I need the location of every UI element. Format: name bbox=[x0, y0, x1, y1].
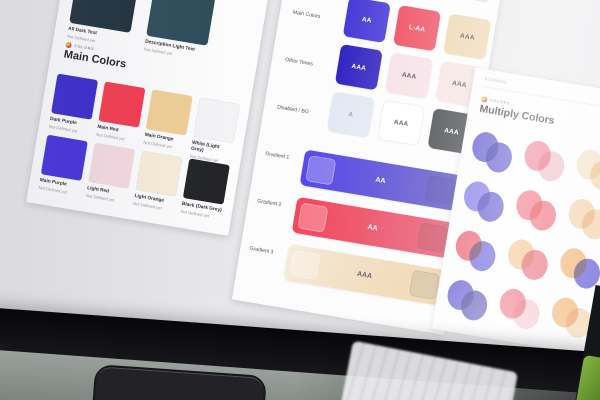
gradient-stop-chip[interactable] bbox=[297, 202, 329, 233]
main-colors-board: All Dark Text Not Defined yet Descriptio… bbox=[26, 0, 277, 236]
multiply-pair[interactable] bbox=[444, 278, 494, 325]
page-title: Multiply Colors bbox=[478, 102, 556, 128]
color-swatch[interactable] bbox=[51, 73, 99, 120]
text-color-swatch-block: Description Light Text Not Defined yet bbox=[143, 0, 216, 62]
multiply-grid bbox=[442, 130, 600, 352]
multiply-pair[interactable] bbox=[504, 237, 554, 285]
multiply-pair[interactable] bbox=[573, 147, 600, 195]
board-caption: 03 Multiply bbox=[484, 76, 507, 85]
color-swatch[interactable] bbox=[193, 97, 241, 144]
multiply-pair[interactable] bbox=[496, 286, 546, 334]
contrast-swatch[interactable]: AAA bbox=[443, 13, 492, 60]
gradient-stop-chip[interactable] bbox=[424, 175, 456, 206]
contrast-swatch[interactable]: A bbox=[326, 91, 375, 138]
contrast-swatch[interactable]: AAA bbox=[334, 43, 383, 91]
color-swatch[interactable] bbox=[135, 150, 183, 197]
color-swatch[interactable] bbox=[146, 0, 216, 46]
multiply-pair[interactable] bbox=[556, 246, 600, 293]
swatch-block: Dark Purple Not Defined yet bbox=[47, 73, 99, 142]
color-swatch[interactable] bbox=[182, 158, 230, 205]
palette-icon bbox=[65, 41, 72, 49]
multiply-pair[interactable] bbox=[521, 138, 571, 186]
swatch-block: White (Light Grey) Not Defined yet bbox=[189, 97, 241, 165]
swatch-block: Main Orange Not Defined yet bbox=[142, 89, 193, 157]
color-swatch[interactable] bbox=[40, 134, 88, 181]
row-label: Disabled / BG bbox=[276, 104, 310, 116]
multiply-pair[interactable] bbox=[565, 196, 600, 244]
row-label: Main Colors bbox=[292, 9, 321, 21]
color-swatch[interactable] bbox=[88, 142, 136, 189]
gradient-stop-chip[interactable] bbox=[289, 249, 321, 281]
text-color-swatch-block: All Dark Text Not Defined yet bbox=[66, 0, 139, 49]
palette-icon bbox=[480, 95, 488, 103]
contrast-swatch[interactable]: AAA bbox=[377, 99, 426, 147]
row-label: Other Tones bbox=[284, 56, 314, 68]
contrast-label: AA bbox=[366, 223, 379, 232]
multiply-pair[interactable] bbox=[512, 188, 562, 235]
multiply-pair[interactable] bbox=[452, 228, 502, 276]
swatch-block: Main Red Not Defined yet bbox=[95, 81, 146, 149]
multiply-pair[interactable] bbox=[460, 179, 510, 227]
multiply-pair[interactable] bbox=[468, 130, 518, 177]
contrast-swatch[interactable]: L-AA bbox=[393, 5, 442, 52]
contrast-label: AA bbox=[374, 175, 387, 185]
swatch-block: Light Red Not Defined yet bbox=[85, 142, 136, 205]
gradient-stop-chip[interactable] bbox=[416, 222, 448, 253]
contrast-swatch[interactable]: AAA bbox=[385, 52, 434, 99]
illegible-caption bbox=[442, 0, 489, 4]
swatch-block: Light Orange Not Defined yet bbox=[133, 150, 183, 213]
gradient-stop-chip[interactable] bbox=[408, 269, 440, 300]
swatch-block: Main Purple Not Defined yet bbox=[38, 134, 88, 197]
contrast-swatch[interactable]: AA bbox=[342, 0, 391, 43]
swatch-block: Black (Dark Grey) Not Defined yet bbox=[180, 158, 230, 220]
contrast-label: AAA bbox=[356, 270, 373, 280]
color-swatch[interactable] bbox=[145, 89, 193, 136]
page-title: Main Colors bbox=[62, 48, 127, 71]
color-swatch[interactable] bbox=[98, 81, 146, 128]
gradient-stop-chip[interactable] bbox=[305, 155, 337, 186]
